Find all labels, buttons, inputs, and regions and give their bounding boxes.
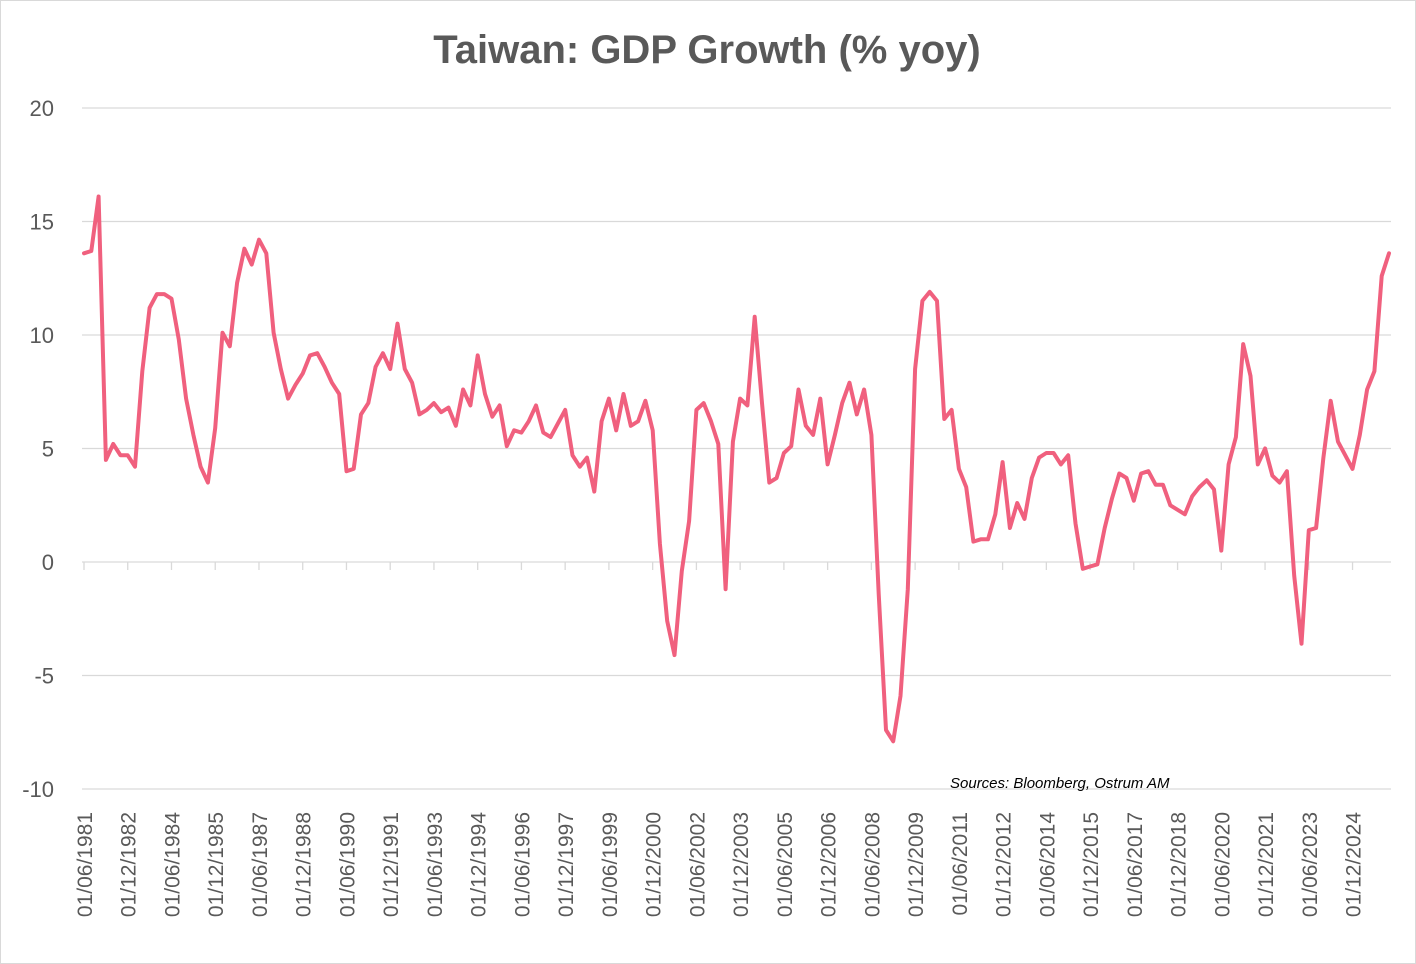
x-tick-label: 01/06/2020 bbox=[1211, 812, 1234, 917]
x-tick-label: 01/06/1996 bbox=[511, 812, 534, 917]
x-tick-label: 01/12/2021 bbox=[1255, 812, 1278, 917]
x-tick-label: 01/12/1994 bbox=[468, 812, 491, 917]
y-tick-label: 0 bbox=[42, 550, 54, 575]
series-line-gdp-growth bbox=[82, 194, 1391, 744]
y-tick-label: 10 bbox=[30, 323, 54, 348]
x-tick-label: 01/06/2005 bbox=[774, 812, 797, 917]
x-tick-label: 01/12/2006 bbox=[818, 812, 841, 917]
x-tick-label: 01/06/2011 bbox=[949, 812, 972, 916]
x-tick-label: 01/06/1984 bbox=[161, 812, 184, 917]
chart-title: Taiwan: GDP Growth (% yoy) bbox=[433, 28, 980, 72]
x-tick-label: 01/12/2018 bbox=[1168, 812, 1191, 917]
y-tick-label: 15 bbox=[30, 210, 54, 235]
x-tick-label: 01/12/1988 bbox=[293, 812, 316, 917]
x-tick-label: 01/12/2000 bbox=[643, 812, 666, 917]
x-tick-label: 01/12/2003 bbox=[730, 812, 753, 917]
x-tick-label: 01/06/1990 bbox=[336, 812, 359, 917]
y-axis-tick-labels: 20 15 10 5 0 -5 -10 bbox=[22, 96, 54, 802]
x-tick-label: 01/12/1991 bbox=[380, 812, 403, 917]
x-tick-label: 01/12/2012 bbox=[993, 812, 1016, 917]
y-tick-label: -5 bbox=[34, 664, 54, 689]
series-group bbox=[82, 194, 1391, 744]
x-tick-label: 01/06/1993 bbox=[424, 812, 447, 917]
x-tick-label: 01/12/1982 bbox=[118, 812, 141, 917]
x-tick-label: 01/12/1985 bbox=[205, 812, 228, 917]
x-tick-label: 01/12/2009 bbox=[905, 812, 928, 917]
x-tick-label: 01/06/2023 bbox=[1299, 812, 1322, 917]
gridlines bbox=[82, 107, 1391, 790]
x-tick-label: 01/06/1987 bbox=[249, 812, 272, 917]
y-tick-label: 20 bbox=[30, 96, 54, 121]
x-tick-label: 01/06/2002 bbox=[686, 812, 709, 917]
source-note: Sources: Bloomberg, Ostrum AM bbox=[950, 775, 1170, 792]
x-axis-tick-labels: 01/06/1981 01/12/1982 01/06/1984 01/12/1985… bbox=[74, 812, 1366, 917]
x-tick-label: 01/06/1999 bbox=[599, 812, 622, 917]
y-tick-label: -10 bbox=[22, 777, 54, 802]
x-tick-label: 01/06/1981 bbox=[74, 812, 97, 917]
x-tick-label: 01/06/2014 bbox=[1036, 812, 1059, 917]
y-tick-label: 5 bbox=[42, 437, 54, 462]
x-tick-label: 01/12/2024 bbox=[1343, 812, 1366, 917]
x-tick-label: 01/06/2017 bbox=[1124, 812, 1147, 917]
x-tick-label: 01/12/2015 bbox=[1080, 812, 1103, 917]
x-tick-label: 01/12/1997 bbox=[555, 812, 578, 917]
x-axis bbox=[82, 561, 1391, 570]
x-tick-label: 01/06/2008 bbox=[861, 812, 884, 917]
